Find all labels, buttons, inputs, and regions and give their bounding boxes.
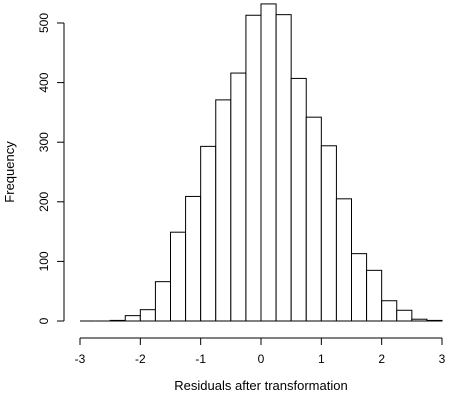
histogram-bar-16 (320, 145, 337, 322)
y-tick-label-0: 0 (37, 317, 51, 324)
y-axis: 0 100 200 300 400 500 (37, 13, 65, 324)
x-axis-title: Residuals after transformation (174, 378, 347, 393)
y-tick-label-3: 300 (37, 132, 51, 152)
x-tick-label-3: 0 (258, 352, 265, 366)
histogram-bar-3 (124, 315, 141, 322)
y-tick-label-2: 200 (37, 191, 51, 211)
x-tick-label-0: -3 (75, 352, 86, 366)
histogram-bar-2 (109, 319, 126, 322)
histogram-bar-22 (411, 318, 428, 322)
x-tick-label-1: -2 (135, 352, 146, 366)
histogram-bar-15 (305, 116, 322, 322)
histogram-bar-6 (170, 231, 187, 322)
bars-group (80, 3, 443, 322)
x-tick-label-2: -1 (195, 352, 206, 366)
histogram-bar-8 (200, 145, 217, 322)
histogram-bar-12 (260, 3, 277, 322)
histogram-bar-19 (366, 269, 383, 322)
y-tick-label-5: 500 (37, 13, 51, 33)
histogram-bar-14 (290, 77, 307, 322)
y-tick-label-1: 100 (37, 251, 51, 271)
histogram-bar-7 (185, 195, 202, 322)
x-tick-label-4: 1 (318, 352, 325, 366)
x-tick-label-6: 3 (439, 352, 446, 366)
y-tick-label-4: 400 (37, 72, 51, 92)
histogram-bar-4 (139, 309, 156, 322)
histogram-bar-23 (426, 319, 443, 322)
histogram-bar-17 (335, 198, 352, 322)
histogram-bar-21 (396, 309, 413, 322)
histogram-bar-20 (381, 300, 398, 322)
y-axis-title: Frequency (2, 141, 17, 203)
x-axis: -3 -2 -1 0 1 2 3 (75, 337, 446, 366)
histogram-bar-11 (245, 14, 262, 322)
histogram-bar-18 (351, 253, 368, 322)
histogram-bar-5 (154, 281, 172, 322)
histogram-bar-13 (275, 14, 292, 322)
x-tick-label-5: 2 (378, 352, 385, 366)
histogram-bar-10 (230, 72, 247, 322)
histogram-bar-9 (215, 99, 232, 322)
